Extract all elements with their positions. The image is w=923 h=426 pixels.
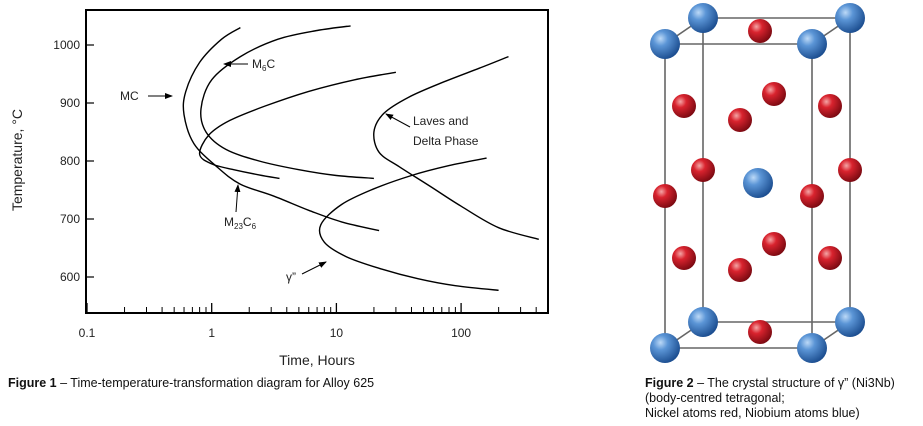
label-delta-text: Delta Phase <box>413 134 479 148</box>
niobium-atom <box>688 307 718 337</box>
m23c6-curve <box>198 71 397 180</box>
curves <box>182 25 539 291</box>
label-mc-text: MC <box>120 89 139 103</box>
label-gamma-text: γ” <box>286 270 296 284</box>
label-mc: MC <box>120 89 173 103</box>
mc-curve <box>182 26 380 232</box>
label-gamma: γ” <box>286 261 327 284</box>
figure2-caption-line3: Nickel atoms red, Niobium atoms blue) <box>645 406 860 420</box>
atoms <box>650 3 865 363</box>
x-axis: 0.1 1 10 100 <box>79 303 537 340</box>
figure2-caption-text: – The crystal structure of γ” (Ni3Nb) <box>693 376 895 390</box>
label-laves: Laves and Delta Phase <box>385 113 479 148</box>
crystal-structure <box>650 3 865 363</box>
x-tick-label: 100 <box>451 326 471 340</box>
nickel-atom <box>728 258 752 282</box>
niobium-atom <box>835 3 865 33</box>
x-axis-label: Time, Hours <box>279 352 355 368</box>
figure1-caption-label: Figure 1 <box>8 376 57 390</box>
figure1-caption-text: – Time-temperature-transformation diagra… <box>56 376 375 390</box>
label-m23c6-text: M23C6 <box>224 215 257 231</box>
y-axis-label: Temperature, °C <box>9 109 25 211</box>
niobium-atom <box>797 333 827 363</box>
m6c-curve <box>200 25 374 180</box>
x-tick-label: 1 <box>208 326 215 340</box>
label-gamma-arrow <box>301 261 327 275</box>
y-tick-label: 700 <box>60 212 80 226</box>
niobium-atom <box>688 3 718 33</box>
x-tick-label: 0.1 <box>79 326 96 340</box>
label-m23c6: M23C6 <box>224 184 257 231</box>
niobium-atom <box>797 29 827 59</box>
niobium-atom <box>650 333 680 363</box>
y-tick-label: 900 <box>60 96 80 110</box>
figure2-caption-line1: Figure 2 – The crystal structure of γ” (… <box>645 376 923 391</box>
niobium-atom <box>650 29 680 59</box>
nickel-atom <box>691 158 715 182</box>
gamma-double-prime-curve <box>318 157 499 291</box>
label-m23c6-arrow <box>234 184 241 213</box>
nickel-atom <box>838 158 862 182</box>
figure2-caption: Figure 2 – The crystal structure of γ” (… <box>645 376 923 421</box>
laves-delta-curve <box>373 55 539 240</box>
nickel-atom <box>818 94 842 118</box>
nickel-atom <box>748 19 772 43</box>
y-tick-label: 600 <box>60 270 80 284</box>
niobium-atom <box>835 307 865 337</box>
figure1-caption: Figure 1 – Time-temperature-transformati… <box>8 376 608 391</box>
y-tick-label: 800 <box>60 154 80 168</box>
x-tick-label: 10 <box>330 326 344 340</box>
figure2-caption-line2: (body-centred tetragonal; <box>645 391 785 405</box>
nickel-atom <box>728 108 752 132</box>
label-laves-arrow <box>385 113 411 128</box>
nickel-atom <box>800 184 824 208</box>
nickel-atom <box>672 94 696 118</box>
nickel-atom <box>762 232 786 256</box>
figure2-caption-label: Figure 2 <box>645 376 694 390</box>
nickel-atom <box>818 246 842 270</box>
label-m6c: M6C <box>223 57 275 73</box>
nickel-atom <box>748 320 772 344</box>
label-m6c-text: M6C <box>252 57 275 73</box>
plot-frame <box>85 9 549 314</box>
ttt-diagram: 600 700 800 900 1000 0.1 1 10 100 Temperature, … <box>9 9 549 368</box>
nickel-atom <box>653 184 677 208</box>
niobium-atom <box>743 168 773 198</box>
y-tick-label: 1000 <box>53 38 80 52</box>
y-axis: 600 700 800 900 1000 <box>53 38 94 284</box>
nickel-atom <box>762 82 786 106</box>
nickel-atom <box>672 246 696 270</box>
label-laves-text: Laves and <box>413 114 468 128</box>
